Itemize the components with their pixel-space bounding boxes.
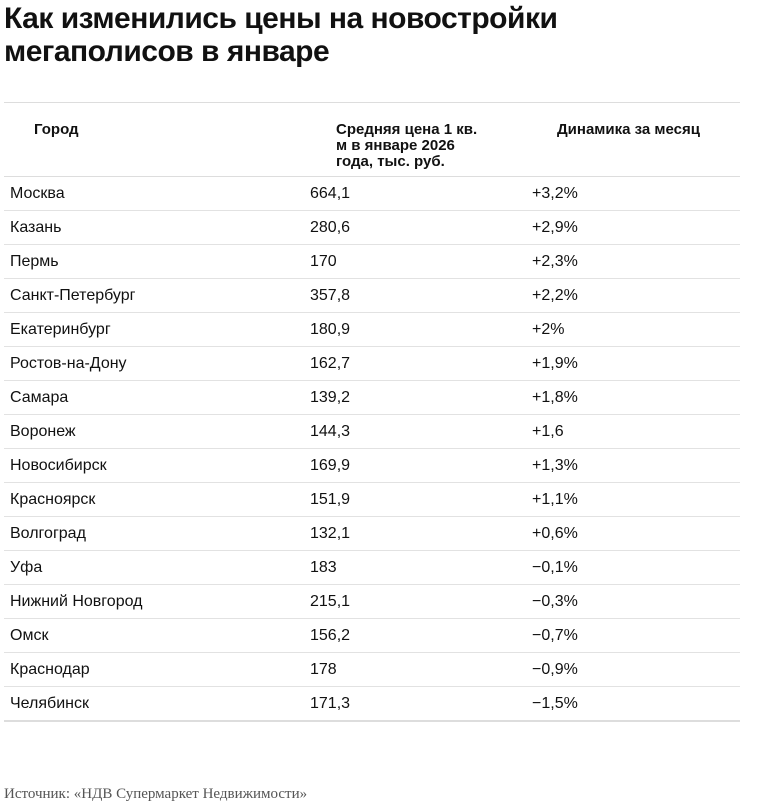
table-cell: Самара	[4, 380, 310, 415]
table-cell: +2,3%	[532, 244, 740, 279]
table-cell: +1,8%	[532, 380, 740, 415]
table-row: Уфа 183 −0,1%	[4, 550, 740, 585]
table-cell: 156,2	[310, 618, 532, 653]
table-cell: Екатеринбург	[4, 312, 310, 347]
table-row: Краснодар 178 −0,9%	[4, 652, 740, 687]
table-cell: 132,1	[310, 516, 532, 551]
column-header: Средняя цена 1 кв. м в январе 2026 года,…	[310, 102, 532, 177]
table-row: Нижний Новгород 215,1 −0,3%	[4, 584, 740, 619]
title: Как изменились цены на новостройки мегап…	[4, 2, 558, 68]
price-table: Город Средняя цена 1 кв. м в январе 2026 …	[4, 102, 740, 722]
table-cell: Красноярск	[4, 482, 310, 517]
table-row: Казань 280,6 +2,9%	[4, 210, 740, 245]
table-row: Красноярск 151,9 +1,1%	[4, 482, 740, 517]
table-cell: Новосибирск	[4, 448, 310, 483]
column-header: Динамика за месяц	[532, 102, 740, 177]
table-cell: 151,9	[310, 482, 532, 517]
table-cell: +0,6%	[532, 516, 740, 551]
table-cell: +1,6	[532, 414, 740, 449]
table-cell: Челябинск	[4, 686, 310, 722]
table-row: Ростов-на-Дону 162,7 +1,9%	[4, 346, 740, 381]
table-cell: Уфа	[4, 550, 310, 585]
table-cell: Ростов-на-Дону	[4, 346, 310, 381]
table-cell: Воронеж	[4, 414, 310, 449]
table-row: Самара 139,2 +1,8%	[4, 380, 740, 415]
table-row: Воронеж 144,3 +1,6	[4, 414, 740, 449]
table-cell: +2%	[532, 312, 740, 347]
table-cell: Москва	[4, 176, 310, 211]
table-cell: 171,3	[310, 686, 532, 722]
table-cell: 280,6	[310, 210, 532, 245]
column-header-text: Средняя цена 1 кв. м в январе 2026 года,…	[336, 121, 478, 170]
table-row: Москва 664,1 +3,2%	[4, 176, 740, 211]
table-cell: −0,3%	[532, 584, 740, 619]
table-row: Омск 156,2 −0,7%	[4, 618, 740, 653]
table-cell: Омск	[4, 618, 310, 653]
table-cell: 664,1	[310, 176, 532, 211]
table-cell: 170	[310, 244, 532, 279]
table-cell: +3,2%	[532, 176, 740, 211]
table-cell: Волгоград	[4, 516, 310, 551]
source: Источник: «НДВ Супермаркет Недвижимости»	[4, 786, 308, 802]
table-row: Челябинск 171,3 −1,5%	[4, 686, 740, 722]
table-cell: Пермь	[4, 244, 310, 279]
table-cell: 169,9	[310, 448, 532, 483]
table-cell: 144,3	[310, 414, 532, 449]
table-cell: −0,7%	[532, 618, 740, 653]
table-cell: Краснодар	[4, 652, 310, 687]
column-header: Город	[4, 102, 310, 177]
table-cell: −1,5%	[532, 686, 740, 722]
table-row: Пермь 170 +2,3%	[4, 244, 740, 279]
table-cell: Нижний Новгород	[4, 584, 310, 619]
header-row: Город Средняя цена 1 кв. м в январе 2026 …	[4, 102, 740, 177]
table-row: Екатеринбург 180,9 +2%	[4, 312, 740, 347]
table-cell: Казань	[4, 210, 310, 245]
table-cell: +1,3%	[532, 448, 740, 483]
table-row: Санкт-Петербург 357,8 +2,2%	[4, 278, 740, 313]
table-cell: 357,8	[310, 278, 532, 313]
table-cell: +2,2%	[532, 278, 740, 313]
table-cell: −0,1%	[532, 550, 740, 585]
table-cell: +1,9%	[532, 346, 740, 381]
column-header-text: Динамика за месяц	[557, 121, 700, 138]
table-cell: 162,7	[310, 346, 532, 381]
table-cell: 139,2	[310, 380, 532, 415]
table-row: Волгоград 132,1 +0,6%	[4, 516, 740, 551]
table-cell: −0,9%	[532, 652, 740, 687]
table-cell: +1,1%	[532, 482, 740, 517]
table-cell: 180,9	[310, 312, 532, 347]
table-cell: Санкт-Петербург	[4, 278, 310, 313]
column-header-text: Город	[34, 121, 79, 138]
table-cell: 178	[310, 652, 532, 687]
table-cell: +2,9%	[532, 210, 740, 245]
table-row: Новосибирск 169,9 +1,3%	[4, 448, 740, 483]
table-cell: 215,1	[310, 584, 532, 619]
table-cell: 183	[310, 550, 532, 585]
